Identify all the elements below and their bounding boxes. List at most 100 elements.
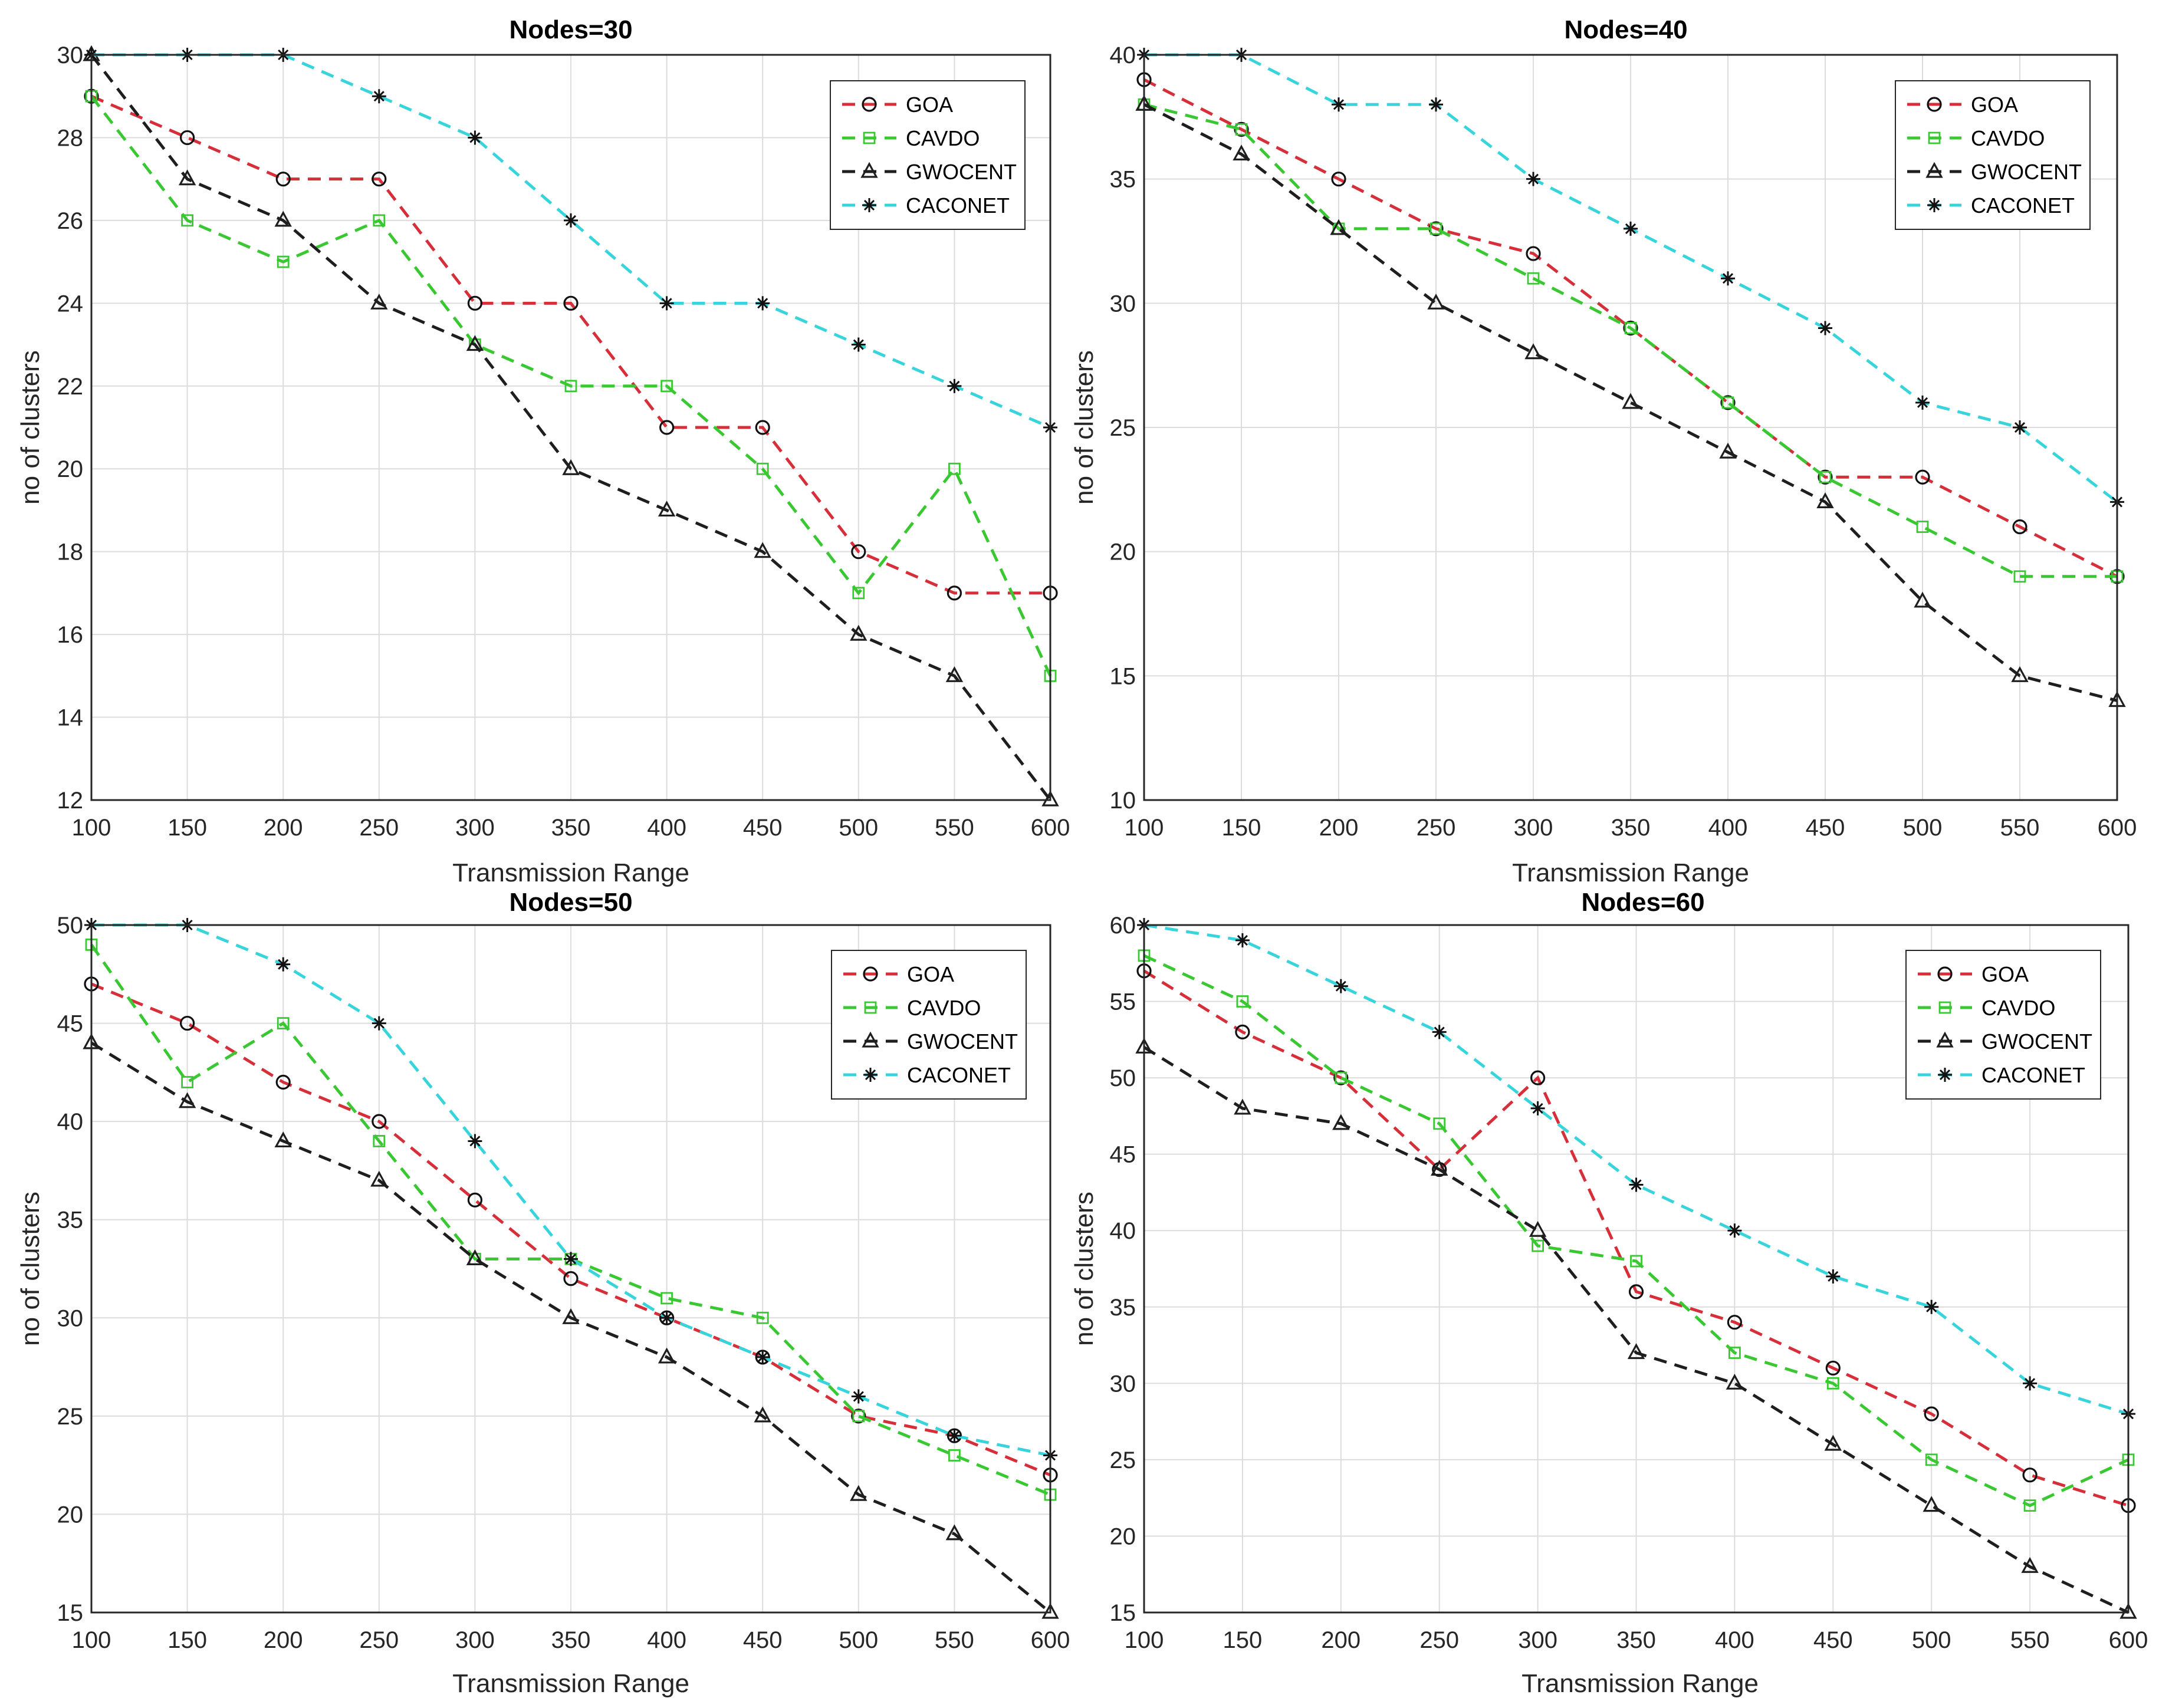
x-tick-label: 400: [1708, 815, 1748, 841]
data-point-caconet: [947, 1429, 962, 1443]
data-point-goa: [372, 172, 387, 187]
data-point-goa: [1331, 172, 1346, 187]
x-tick-label: 600: [1031, 815, 1070, 841]
data-point-gwocent: [1816, 492, 1834, 509]
legend-entry-caconet: CACONET: [842, 193, 1010, 218]
data-point-goa: [1623, 320, 1638, 336]
legend-entry-caconet: CACONET: [843, 1063, 1011, 1087]
data-point-gwocent: [370, 1170, 388, 1187]
y-tick-label: 15: [1110, 663, 1136, 689]
legend-label: GWOCENT: [907, 1029, 1018, 1054]
data-point-cavdo: [277, 255, 290, 268]
data-point-cavdo: [1624, 322, 1637, 334]
x-tick-label: 350: [551, 1627, 591, 1653]
legend-swatch-goa: [842, 97, 896, 112]
x-tick-label: 600: [2098, 815, 2137, 841]
x-tick-label: 350: [1616, 1627, 1656, 1653]
data-point-gwocent: [1234, 1098, 1251, 1115]
legend: GOA CAVDO GWOCENT CACONET: [1895, 80, 2091, 230]
data-point-caconet: [1721, 271, 1735, 286]
data-point-caconet: [564, 1252, 578, 1266]
x-tick-labels: 100 150 200 250 300 350 400 450 500 550 600: [1125, 1627, 2148, 1653]
y-tick-label: 15: [1110, 1600, 1136, 1626]
legend-entry-gwocent: GWOCENT: [1918, 1029, 2092, 1054]
data-point-gwocent: [274, 210, 292, 227]
data-point-cavdo: [1236, 995, 1249, 1008]
data-point-goa: [275, 1074, 291, 1090]
legend-entry-cavdo: CAVDO: [1907, 126, 2045, 150]
legend-marker: [1938, 1001, 1951, 1014]
data-point-goa: [180, 1015, 195, 1031]
legend-label: CACONET: [1971, 193, 2075, 218]
data-point-cavdo: [1527, 272, 1540, 285]
data-point-cavdo: [852, 1410, 865, 1423]
legend-marker: [1928, 131, 1941, 144]
y-tick-label: 22: [57, 374, 84, 400]
x-tick-label: 250: [1417, 815, 1456, 841]
legend-label: GOA: [907, 962, 954, 986]
x-tick-label: 350: [551, 815, 591, 841]
x-tick-label: 450: [1806, 815, 1845, 841]
series-gwocent: [1135, 94, 2126, 707]
series-line-goa: [91, 982, 1051, 1477]
x-axis-label: Transmission Range: [452, 1669, 689, 1698]
y-tick-label: 25: [1110, 415, 1136, 441]
data-point-caconet: [1530, 1101, 1545, 1115]
legend-label: CAVDO: [907, 996, 981, 1020]
data-point-goa: [1818, 469, 1833, 485]
data-point-cavdo: [948, 462, 961, 475]
x-tick-label: 300: [1518, 1627, 1557, 1653]
data-point-gwocent: [1914, 591, 1931, 608]
data-point-gwocent: [1332, 1114, 1350, 1130]
legend-label: CAVDO: [1971, 126, 2045, 150]
data-point-cavdo: [948, 1449, 961, 1462]
data-point-caconet: [1429, 97, 1443, 112]
y-axis-label: no of clusters: [1070, 350, 1099, 505]
data-point-cavdo: [756, 1311, 769, 1324]
data-point-gwocent: [178, 169, 196, 186]
data-point-goa: [1235, 1024, 1250, 1039]
data-point-gwocent: [754, 1406, 771, 1423]
data-point-cavdo: [2023, 1499, 2036, 1512]
legend-entry-goa: GOA: [1907, 93, 2018, 117]
data-point-caconet: [947, 379, 962, 393]
legend-swatch-caconet: [842, 198, 896, 212]
y-tick-label: 14: [57, 705, 84, 731]
series-caconet: [1137, 918, 2135, 1421]
series-gwocent: [83, 45, 1059, 807]
data-point-gwocent: [850, 1485, 867, 1501]
data-point-gwocent: [370, 293, 388, 310]
data-point-gwocent: [1041, 1602, 1059, 1619]
data-point-gwocent: [1923, 1496, 1940, 1512]
series-line-gwocent: [1143, 1046, 2130, 1614]
y-tick-label: 28: [57, 125, 84, 151]
data-point-caconet: [1432, 1025, 1447, 1039]
data-point-caconet: [564, 213, 578, 228]
chart-title: Nodes=40: [1564, 15, 1687, 44]
legend-swatch-caconet: [1918, 1068, 1972, 1082]
data-point-cavdo: [2013, 570, 2026, 583]
x-tick-label: 200: [1319, 815, 1359, 841]
series-line-goa: [91, 94, 1050, 595]
legend-label: CAVDO: [1981, 996, 2055, 1020]
legend-label: GOA: [1981, 962, 2029, 986]
x-tick-labels: 100 150 200 250 300 350 400 450 500 550 600: [72, 1627, 1070, 1653]
x-tick-label: 350: [1611, 815, 1651, 841]
data-point-caconet: [468, 130, 482, 145]
data-point-gwocent: [1622, 393, 1639, 409]
series-group: [1135, 918, 2137, 1619]
data-point-gwocent: [1427, 293, 1445, 310]
data-point-goa: [1915, 469, 1930, 485]
data-point-caconet: [1526, 172, 1540, 186]
y-tick-label: 12: [57, 788, 84, 814]
x-tick-label: 500: [839, 1627, 878, 1653]
x-tick-label: 500: [839, 815, 878, 841]
series-line-cavdo: [1143, 954, 2130, 1508]
x-tick-label: 150: [167, 815, 207, 841]
x-tick-label: 450: [743, 815, 783, 841]
data-point-cavdo: [1721, 396, 1734, 409]
data-point-gwocent: [1726, 1373, 1744, 1390]
legend-entry-caconet: CACONET: [1918, 1063, 2085, 1087]
legend-entry-goa: GOA: [842, 93, 953, 117]
legend-marker: [1925, 162, 1943, 178]
